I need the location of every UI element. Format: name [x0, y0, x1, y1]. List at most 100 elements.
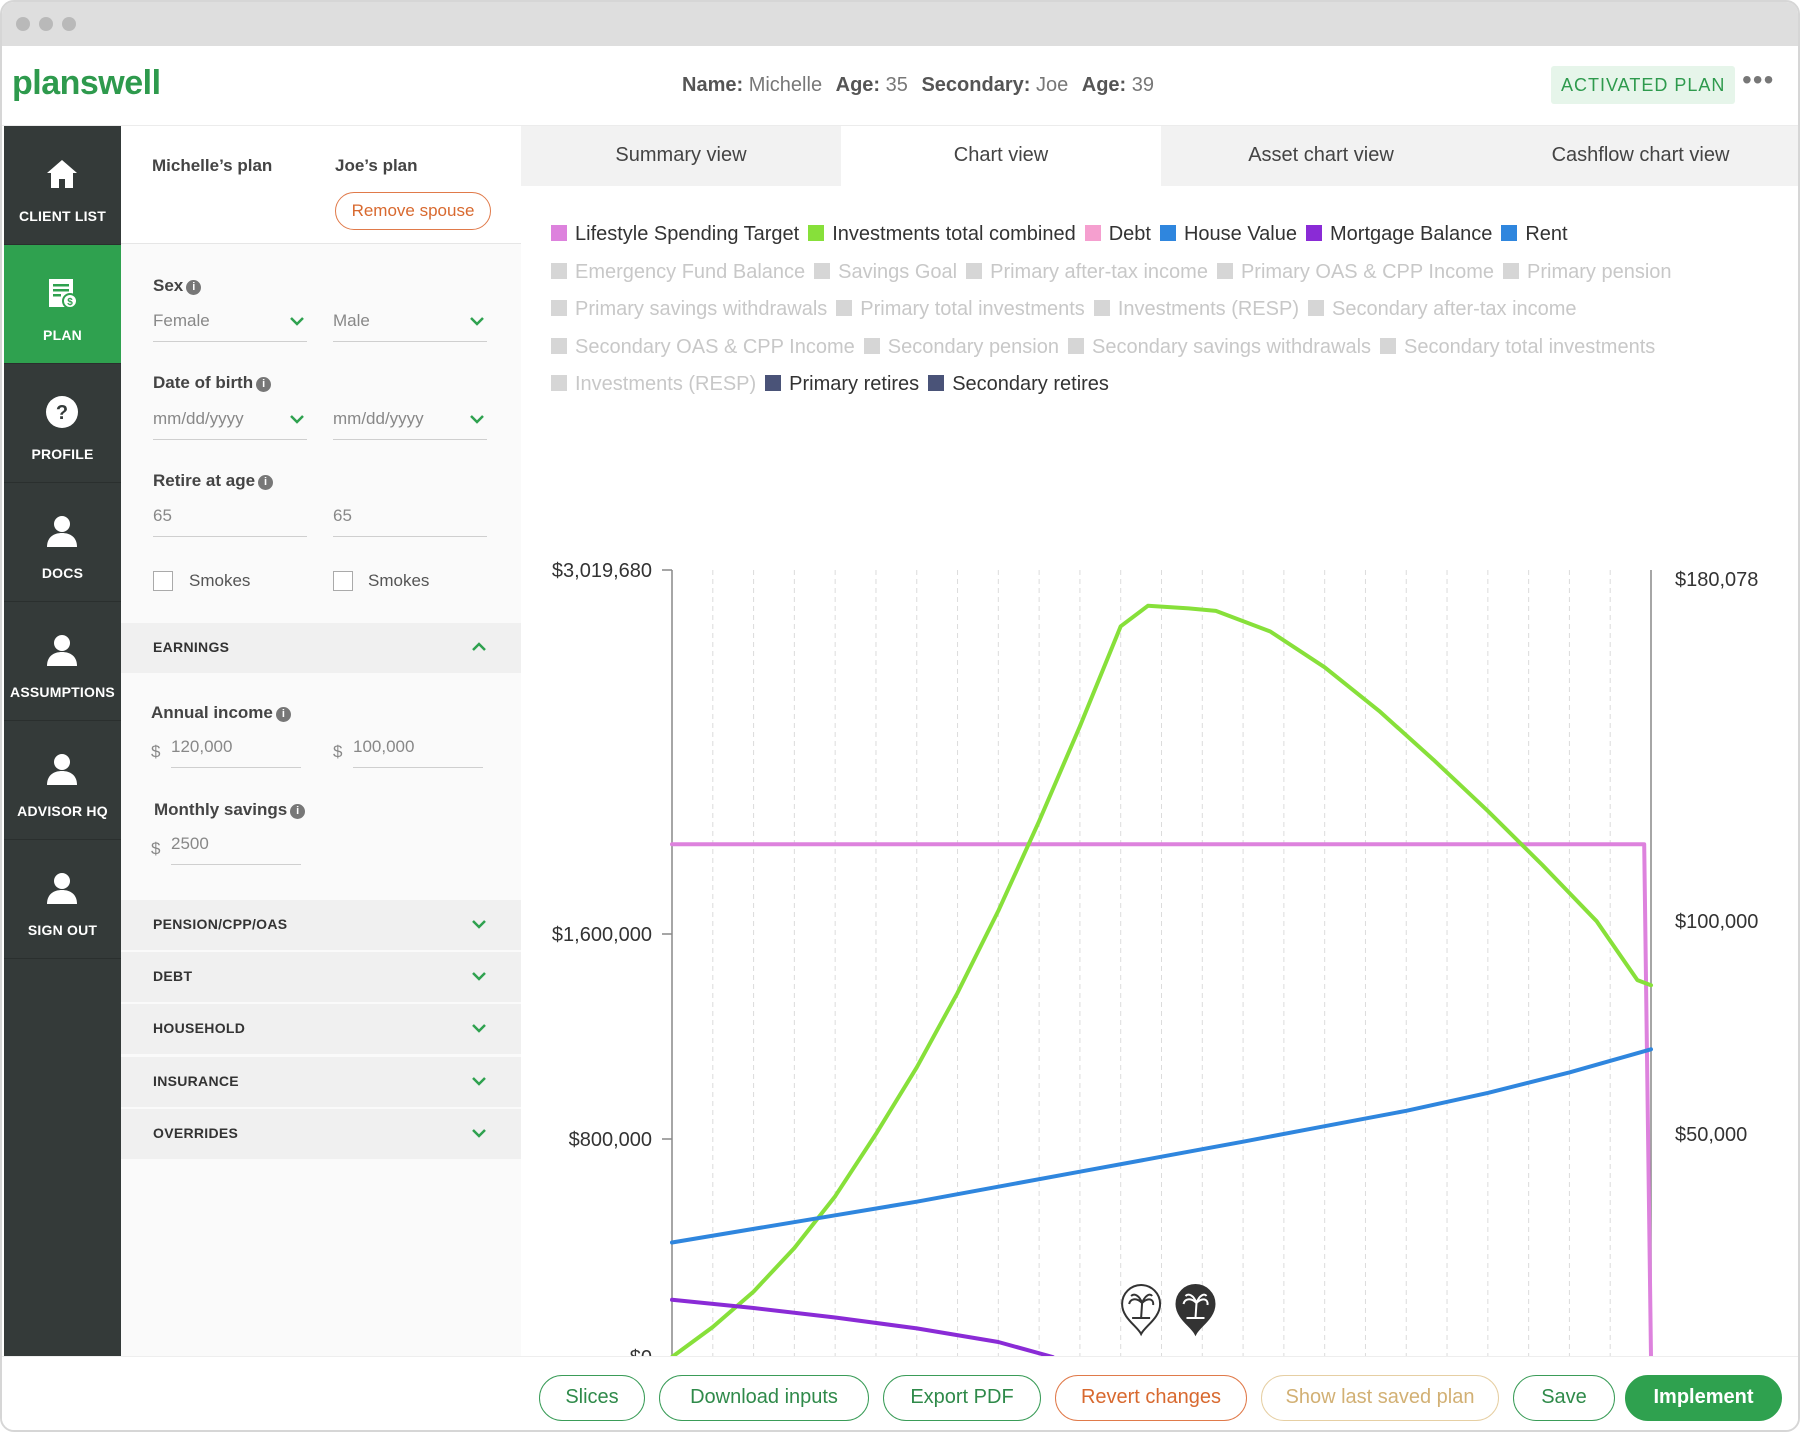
sidebar-item-profile[interactable]: ? PROFILE: [4, 364, 121, 483]
legend-item[interactable]: Debt: [1084, 216, 1151, 254]
pension-section-header[interactable]: PENSION/CPP/OAS: [121, 900, 521, 950]
sidebar-item-sign-out[interactable]: SIGN OUT: [4, 840, 121, 959]
remove-spouse-button[interactable]: Remove spouse: [335, 192, 491, 230]
overrides-section-header[interactable]: OVERRIDES: [121, 1109, 521, 1159]
legend-label: Secondary pension: [887, 335, 1059, 358]
legend-item[interactable]: Primary pension: [1503, 254, 1672, 292]
sidebar-item-label: DOCS: [41, 565, 84, 581]
person-icon: [47, 754, 77, 785]
legend-label: Secondary total investments: [1404, 335, 1656, 358]
window-minimize-dot[interactable]: [39, 17, 53, 31]
person-icon: [47, 873, 77, 904]
legend-item[interactable]: Emergency Fund Balance: [551, 254, 805, 292]
implement-button[interactable]: Implement: [1625, 1375, 1782, 1421]
legend-item[interactable]: Investments (RESP): [1093, 291, 1299, 329]
smokes-secondary-checkbox[interactable]: [333, 571, 353, 591]
sex-primary-select[interactable]: Female: [153, 306, 307, 342]
dob-primary-input[interactable]: mm/dd/yyyy: [153, 404, 307, 440]
primary-retires-marker[interactable]: [1121, 1284, 1162, 1337]
earnings-section-header[interactable]: EARNINGS: [121, 623, 521, 673]
revert-changes-button[interactable]: Revert changes: [1055, 1375, 1247, 1421]
info-icon[interactable]: i: [290, 804, 306, 819]
sex-label-text: Sex: [153, 276, 184, 295]
tab-asset-chart-view[interactable]: Asset chart view: [1248, 144, 1394, 166]
svg-text:?: ?: [56, 402, 68, 424]
legend-item[interactable]: Secondary after-tax income: [1307, 291, 1577, 329]
sidebar-item-docs[interactable]: DOCS: [4, 483, 121, 602]
window-close-dot[interactable]: [16, 17, 30, 31]
monthly-savings-input[interactable]: 2500: [171, 829, 301, 865]
legend-item[interactable]: Mortgage Balance: [1306, 216, 1492, 254]
chevron-down-icon: [290, 317, 304, 326]
legend-swatch: [808, 225, 825, 241]
legend-label: Investments (RESP): [1117, 298, 1299, 320]
info-icon[interactable]: i: [186, 280, 202, 295]
tab-cashflow-chart-view[interactable]: Cashflow chart view: [1551, 144, 1730, 166]
monthly-savings-label-text: Monthly savings: [154, 800, 288, 819]
legend-label: Secondary after-tax income: [1331, 298, 1577, 320]
currency-symbol: $: [333, 742, 343, 761]
info-icon[interactable]: i: [275, 707, 291, 722]
legend-item[interactable]: Primary OAS & CPP Income: [1216, 254, 1494, 292]
smokes-primary-checkbox[interactable]: [153, 571, 173, 591]
window-zoom-dot[interactable]: [62, 17, 76, 31]
download-inputs-button[interactable]: Download inputs: [659, 1375, 869, 1421]
secondary-plan-label[interactable]: Joe’s plan: [335, 156, 418, 175]
sidebar-item-client-list[interactable]: CLIENT LIST: [4, 126, 121, 245]
legend-item[interactable]: Secondary OAS & CPP Income: [551, 329, 855, 367]
debt-section-header[interactable]: DEBT: [121, 952, 521, 1002]
logo[interactable]: planswell: [12, 64, 161, 102]
legend-item[interactable]: Investments total combined: [808, 216, 1076, 254]
legend-item[interactable]: Primary retires: [765, 366, 919, 404]
legend-item[interactable]: Rent: [1501, 216, 1568, 254]
insurance-section-header[interactable]: INSURANCE: [121, 1057, 521, 1107]
legend-label: Primary after-tax income: [990, 260, 1208, 283]
legend-item[interactable]: Secondary retires: [928, 366, 1109, 404]
legend-item[interactable]: Investments (RESP): [551, 366, 756, 404]
legend-item[interactable]: House Value: [1159, 216, 1297, 254]
legend-item[interactable]: Secondary savings withdrawals: [1068, 329, 1371, 367]
legend-item[interactable]: Primary total investments: [836, 291, 1085, 329]
legend-item[interactable]: Secondary total investments: [1380, 329, 1655, 367]
chevron-down-icon: [472, 1024, 486, 1033]
secondary-retires-marker[interactable]: [1175, 1284, 1216, 1337]
sidebar-item-advisor-hq[interactable]: ADVISOR HQ: [4, 721, 121, 840]
legend-item[interactable]: Lifestyle Spending Target: [551, 216, 799, 254]
retire-age-primary-input[interactable]: 65: [153, 501, 307, 537]
legend-item[interactable]: Savings Goal: [814, 254, 957, 292]
income-primary-input[interactable]: 120,000: [171, 732, 301, 768]
save-button[interactable]: Save: [1513, 1375, 1615, 1421]
legend-item[interactable]: Primary savings withdrawals: [551, 291, 827, 329]
chevron-down-icon: [472, 1129, 486, 1138]
legend-item[interactable]: Secondary pension: [863, 329, 1059, 367]
smokes-secondary-label: Smokes: [368, 571, 430, 590]
info-icon[interactable]: i: [256, 377, 272, 392]
sidebar-item-plan[interactable]: $ PLAN: [4, 245, 121, 364]
export-pdf-button[interactable]: Export PDF: [883, 1375, 1041, 1421]
slices-button[interactable]: Slices: [539, 1375, 645, 1421]
tab-summary-view[interactable]: Summary view: [615, 144, 747, 166]
household-section-header[interactable]: HOUSEHOLD: [121, 1004, 521, 1054]
income-secondary-value: 100,000: [353, 737, 415, 756]
client-info: Name: Michelle Age: 35 Secondary: Joe Ag…: [682, 74, 1162, 97]
income-secondary-input[interactable]: 100,000: [353, 732, 483, 768]
sidebar-item-assumptions[interactable]: ASSUMPTIONS: [4, 602, 121, 721]
legend-swatch: [1068, 337, 1084, 354]
tab-chart-view[interactable]: Chart view: [841, 126, 1161, 186]
section-label: HOUSEHOLD: [153, 1020, 246, 1036]
svg-text:$: $: [67, 297, 73, 308]
legend-label: Emergency Fund Balance: [575, 260, 806, 283]
info-icon[interactable]: i: [258, 475, 274, 490]
show-last-saved-plan-button[interactable]: Show last saved plan: [1261, 1375, 1499, 1421]
more-options-button[interactable]: •••: [1742, 64, 1775, 95]
retire-age-secondary-input[interactable]: 65: [333, 501, 487, 537]
secondary-age: 39: [1131, 74, 1155, 96]
sex-secondary-select[interactable]: Male: [333, 306, 487, 342]
age2-label: Age:: [1081, 74, 1127, 96]
legend-item[interactable]: Primary after-tax income: [966, 254, 1208, 292]
primary-plan-label[interactable]: Michelle’s plan: [152, 156, 273, 175]
y-right-tick-label: $180,078: [1675, 569, 1758, 591]
help-icon: ?: [46, 396, 78, 428]
chevron-down-icon: [472, 1077, 486, 1086]
dob-secondary-input[interactable]: mm/dd/yyyy: [333, 404, 487, 440]
